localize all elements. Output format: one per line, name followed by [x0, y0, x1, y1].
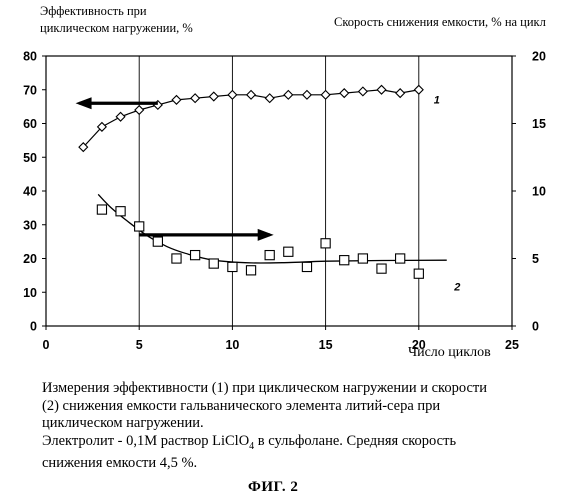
- y-right-tick-label-20: 20: [532, 50, 546, 64]
- series-2-point: [172, 254, 181, 263]
- series-2-point: [228, 262, 237, 271]
- series-2-point: [153, 237, 162, 246]
- figure-caption: Измерения эффективности (1) при цикличес…: [42, 380, 562, 472]
- series-2-layer: [97, 205, 423, 278]
- series-label-2: 2: [453, 282, 460, 294]
- series-2-point: [116, 207, 125, 216]
- series-2-point: [340, 256, 349, 265]
- caption-line-4-start: Электролит - 0,1М раствор LiClO: [42, 433, 249, 449]
- y-left-tick-label-10: 10: [23, 286, 37, 300]
- caption-line-2: (2) снижения емкости гальванического эле…: [42, 398, 562, 416]
- series-2-point: [191, 251, 200, 260]
- series-1-point: [116, 112, 125, 121]
- series-1-point: [172, 96, 181, 105]
- y-left-tick-label-70: 70: [23, 83, 37, 97]
- y-left-tick-label-60: 60: [23, 117, 37, 131]
- series-2-point: [302, 262, 311, 271]
- series-2-point: [284, 247, 293, 256]
- series-2-point: [377, 264, 386, 273]
- chart: 05101520250102030405060708005101520 12: [0, 0, 576, 370]
- arrow-right-head: [258, 229, 274, 241]
- caption-line-4: Электролит - 0,1М раствор LiClO4 в сульф…: [42, 433, 562, 455]
- x-axis-label: Число циклов: [408, 345, 491, 361]
- x-tick-label-0: 0: [43, 338, 50, 352]
- series-2-point: [414, 269, 423, 278]
- series-1-point: [377, 85, 386, 94]
- y-left-tick-label-30: 30: [23, 218, 37, 232]
- y-right-tick-label-10: 10: [532, 185, 546, 199]
- y-left-tick-label-0: 0: [30, 320, 37, 334]
- x-tick-label-5: 5: [136, 338, 143, 352]
- caption-line-4-end: в сульфолане. Средняя скорость: [254, 433, 456, 449]
- series-1-point: [359, 87, 368, 96]
- y-right-tick-label-0: 0: [532, 320, 539, 334]
- y-left-tick-label-40: 40: [23, 185, 37, 199]
- y-right-tick-label-15: 15: [532, 117, 546, 131]
- series-2-point: [396, 254, 405, 263]
- x-tick-label-10: 10: [225, 338, 239, 352]
- figure-number: ФИГ. 2: [248, 479, 298, 496]
- series-2-point: [265, 251, 274, 260]
- series-2-point: [97, 205, 106, 214]
- series-2-point: [321, 239, 330, 248]
- series-1-point: [209, 92, 218, 101]
- series-label-1: 1: [434, 94, 440, 106]
- caption-line-3: циклическом нагружении.: [42, 415, 562, 433]
- series-1-point: [415, 85, 424, 94]
- caption-line-1: Измерения эффективности (1) при цикличес…: [42, 380, 562, 398]
- series-1-point: [396, 89, 405, 98]
- annotation-layer: 12: [76, 94, 461, 293]
- y-right-tick-label-5: 5: [532, 252, 539, 266]
- series-1-point: [340, 89, 349, 98]
- series-1-point: [321, 91, 330, 100]
- caption-line-5: снижения емкости 4,5 %.: [42, 455, 562, 473]
- series-1-point: [228, 91, 237, 100]
- series-2-point: [135, 222, 144, 231]
- series-1-point: [265, 94, 274, 103]
- y-left-tick-label-50: 50: [23, 151, 37, 165]
- series-1-point: [247, 91, 256, 100]
- series-1-point: [191, 94, 200, 103]
- x-tick-label-15: 15: [319, 338, 333, 352]
- arrow-left-head: [76, 97, 92, 109]
- series-1-point: [303, 91, 312, 100]
- series-1-point: [284, 91, 293, 100]
- series-2-point: [358, 254, 367, 263]
- series-2-point: [209, 259, 218, 268]
- y-left-tick-label-80: 80: [23, 50, 37, 64]
- y-left-tick-label-20: 20: [23, 252, 37, 266]
- series-1-layer: [79, 85, 423, 151]
- x-tick-label-25: 25: [505, 338, 519, 352]
- series-1-point: [135, 106, 144, 115]
- series-2-point: [246, 266, 255, 275]
